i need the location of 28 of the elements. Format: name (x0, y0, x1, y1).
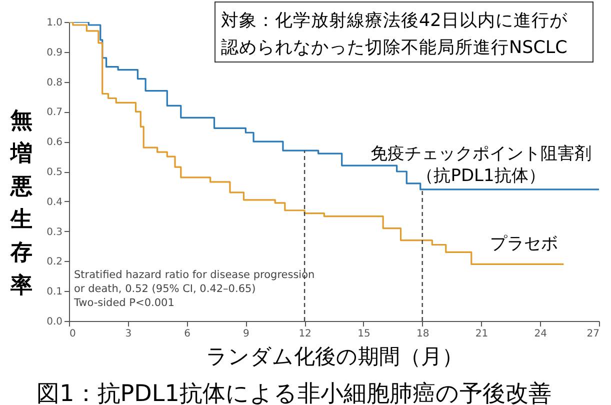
y-tick-label: 0.2 (46, 256, 62, 268)
y-axis-title: 無増悪生存率 (10, 108, 32, 298)
x-tick-label: 18 (416, 328, 430, 340)
y-tick-label: 0.6 (46, 137, 62, 148)
y-tick-label: 0.9 (46, 47, 62, 58)
annotation: 対象：化学放射線療法後42日以内に進行が認められなかった切除不能局所進行NSCLC (221, 10, 568, 58)
series-label: 免疫チェックポイント阻害剤（抗PDL1抗体） (370, 144, 592, 186)
y-tick-label: 0.4 (46, 196, 62, 208)
x-axis-title: ランダム化後の期間（月） (206, 344, 463, 368)
y-tick-label: 0.3 (46, 226, 62, 238)
series-label: プラセボ (490, 234, 558, 254)
x-tick-label: 15 (358, 328, 370, 340)
x-tick-label: 21 (475, 328, 488, 340)
annotation: Stratified hazard ratio for disease progression or death, 0.52 (95% CI, 0.42–0.65) Two-sided P<0.001 (73, 269, 315, 309)
x-tick-label: 3 (125, 328, 132, 340)
x-tick-label: 0 (70, 328, 76, 340)
x-tick-label: 27 (586, 328, 600, 340)
y-tick-label: 1.0 (46, 18, 62, 28)
y-tick-label: 0.1 (46, 286, 62, 298)
y-tick-label: 0.8 (46, 77, 62, 88)
x-tick-label: 12 (298, 328, 312, 340)
x-tick-label: 6 (184, 328, 190, 340)
y-tick-label: 0.0 (46, 316, 62, 328)
text: 図1：抗PDL1抗体による非小細胞肺癌の予後改善 (36, 381, 552, 405)
y-tick-label: 0.5 (46, 167, 62, 178)
x-tick-label: 9 (242, 328, 250, 340)
y-tick-label: 0.7 (46, 107, 62, 118)
x-tick-label: 24 (534, 328, 547, 340)
